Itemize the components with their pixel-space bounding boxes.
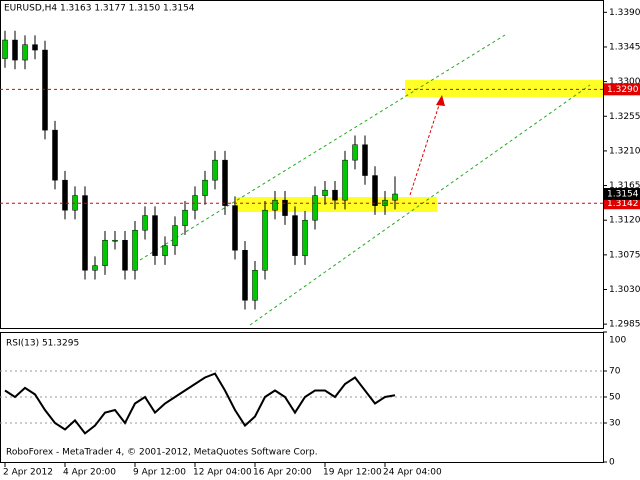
candle-body <box>252 270 258 301</box>
y-tick-label: 1.3390 <box>609 8 640 18</box>
current-price-bg <box>604 188 640 201</box>
level-label: 1.3290 <box>607 85 639 95</box>
candle-body <box>362 144 368 176</box>
candle-body <box>52 129 58 181</box>
candle-body <box>232 205 238 251</box>
candle-body <box>272 199 278 211</box>
level-label: 1.3142 <box>607 199 639 209</box>
x-tick-label: 2 Apr 2012 <box>3 468 53 478</box>
candle-body <box>112 239 118 242</box>
y-tick-label: 70 <box>609 367 621 377</box>
y-tick-label: 1.3210 <box>609 146 640 156</box>
y-tick-label: 1.3120 <box>609 216 640 226</box>
candle-body <box>352 144 358 161</box>
x-tick-label: 19 Apr 12:00 <box>323 468 382 478</box>
channel-upper <box>139 34 506 261</box>
candle-body <box>182 209 188 226</box>
candle-body <box>332 189 338 201</box>
candle-body <box>132 229 138 271</box>
candle-body <box>62 179 68 211</box>
x-tick-label: 12 Apr 04:00 <box>193 468 252 478</box>
x-tick-label: 24 Apr 04:00 <box>383 468 442 478</box>
candle-body <box>142 215 148 231</box>
candle-body <box>202 179 208 196</box>
y-tick-label: 1.2985 <box>609 320 640 330</box>
candle-body <box>222 159 228 206</box>
candle-body <box>32 44 38 51</box>
level-label-bg <box>604 197 640 210</box>
candle-body <box>242 249 248 301</box>
x-tick-label: 4 Apr 20:00 <box>63 468 116 478</box>
candle-body <box>302 219 308 256</box>
candle-body <box>2 39 8 59</box>
footer: RoboForex - MetaTrader 4, © 2001-2012, M… <box>6 448 318 458</box>
candle-body <box>22 44 28 61</box>
candle-body <box>282 199 288 216</box>
arrow-head <box>436 95 445 106</box>
level-label-bg <box>604 83 640 96</box>
candle-body <box>12 39 18 61</box>
candle-body <box>342 159 348 201</box>
chart-title: EURUSD,H4 1.3163 1.3177 1.3150 1.3154 <box>4 4 195 14</box>
x-tick-label: 9 Apr 12:00 <box>133 468 186 478</box>
y-tick-label: 1.3255 <box>609 112 640 122</box>
candle-body <box>102 239 108 266</box>
y-tick-label: 30 <box>609 419 621 429</box>
y-tick-label: 50 <box>609 393 621 403</box>
y-tick-label: 1.3165 <box>609 181 640 191</box>
rsi-line <box>4 372 396 435</box>
candle-body <box>212 159 218 181</box>
current-price-label: 1.3154 <box>607 190 639 200</box>
target-zone <box>405 80 603 97</box>
candle-body <box>92 265 98 271</box>
candle-body <box>42 49 48 131</box>
rsi-title: RSI(13) 51.3295 <box>6 339 79 349</box>
candle-body <box>122 239 128 271</box>
candle-body <box>392 193 398 201</box>
candle-body <box>312 195 318 221</box>
candle-body <box>82 195 88 271</box>
candle-body <box>172 225 178 246</box>
y-tick-label: 100 <box>609 336 626 346</box>
y-tick-label: 1.3075 <box>609 250 640 260</box>
y-tick-label: 1.3030 <box>609 285 640 295</box>
candle-body <box>372 175 378 206</box>
x-tick-label: 16 Apr 20:00 <box>253 468 312 478</box>
candle-body <box>262 209 268 271</box>
candle-body <box>152 215 158 256</box>
candle-body <box>322 189 328 196</box>
y-tick-label: 1.3345 <box>609 42 640 52</box>
candle-body <box>162 245 168 256</box>
y-tick-label: 0 <box>609 458 615 468</box>
y-tick-label: 1.3300 <box>609 77 640 87</box>
candle-body <box>292 215 298 256</box>
forecast-arrow <box>409 101 441 196</box>
main-frame <box>0 0 604 329</box>
